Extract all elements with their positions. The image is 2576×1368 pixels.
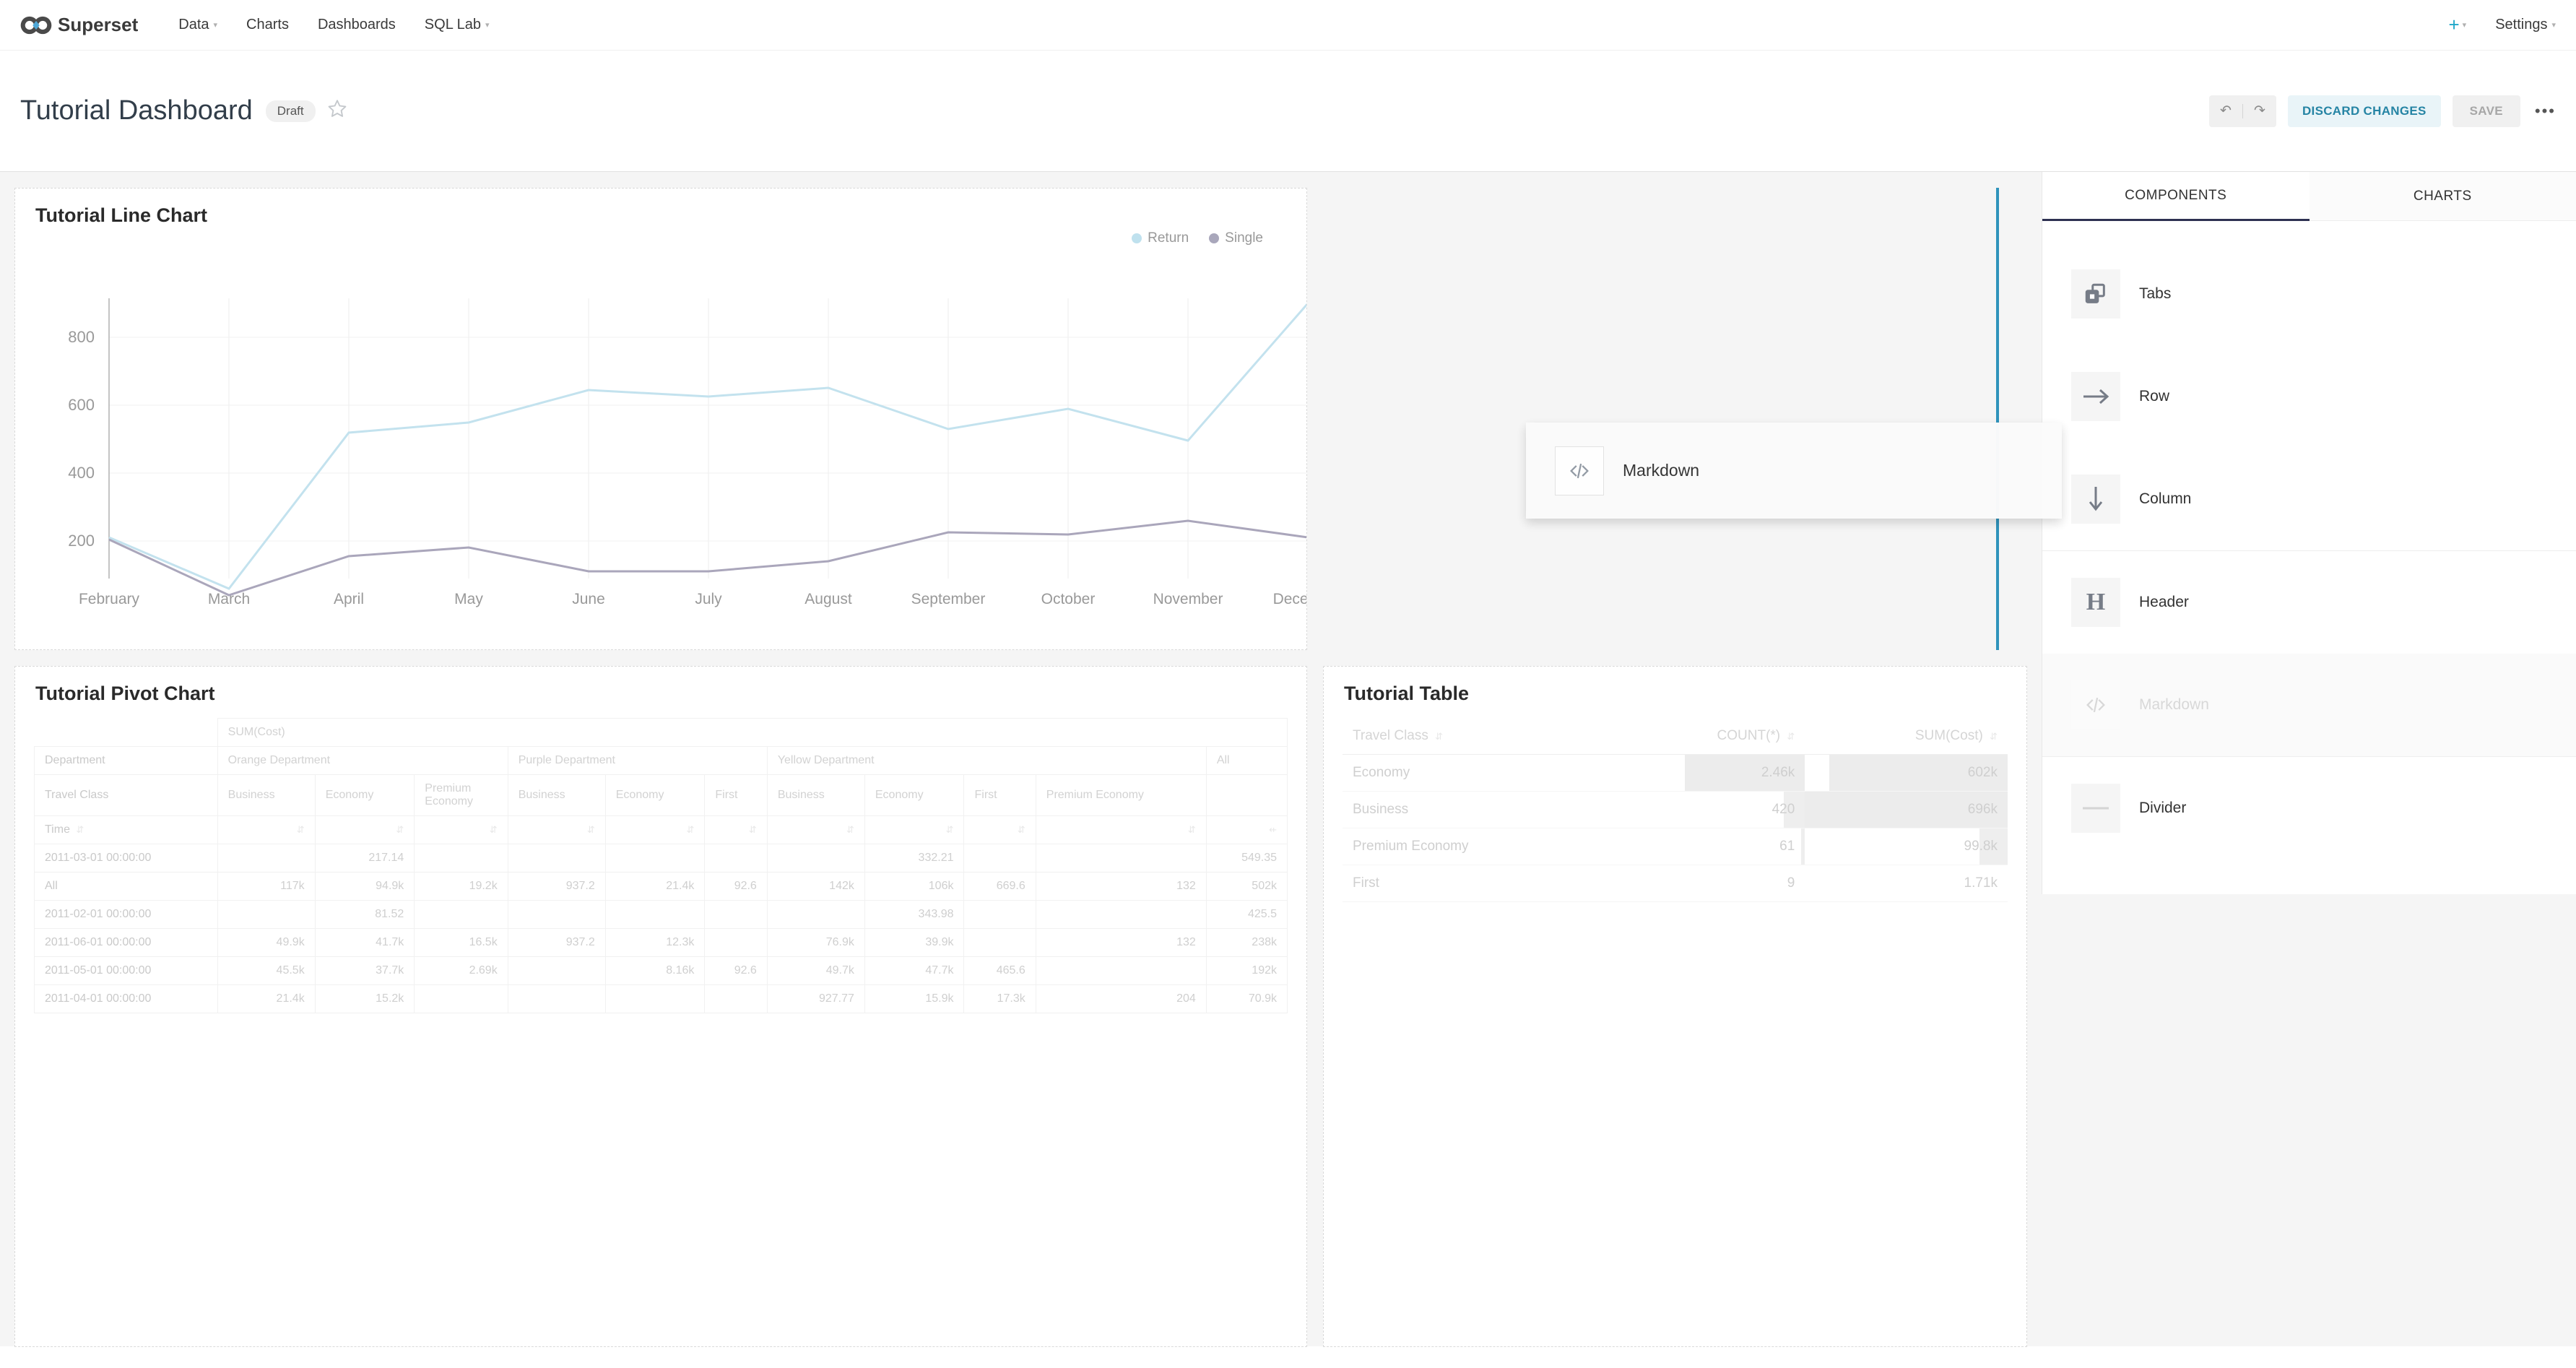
svg-text:April: April	[334, 591, 364, 607]
svg-text:800: 800	[68, 328, 95, 346]
svg-text:November: November	[1153, 591, 1223, 607]
svg-text:October: October	[1041, 591, 1096, 607]
svg-text:600: 600	[68, 396, 95, 414]
svg-text:400: 400	[68, 464, 95, 482]
svg-text:May: May	[454, 591, 483, 607]
svg-text:February: February	[79, 591, 140, 607]
svg-text:200: 200	[68, 532, 95, 550]
svg-text:July: July	[695, 591, 722, 607]
svg-text:September: September	[911, 591, 986, 607]
svg-text:March: March	[208, 591, 250, 607]
svg-text:August: August	[805, 591, 852, 607]
svg-text:June: June	[572, 591, 605, 607]
svg-text:December: December	[1273, 591, 1307, 607]
